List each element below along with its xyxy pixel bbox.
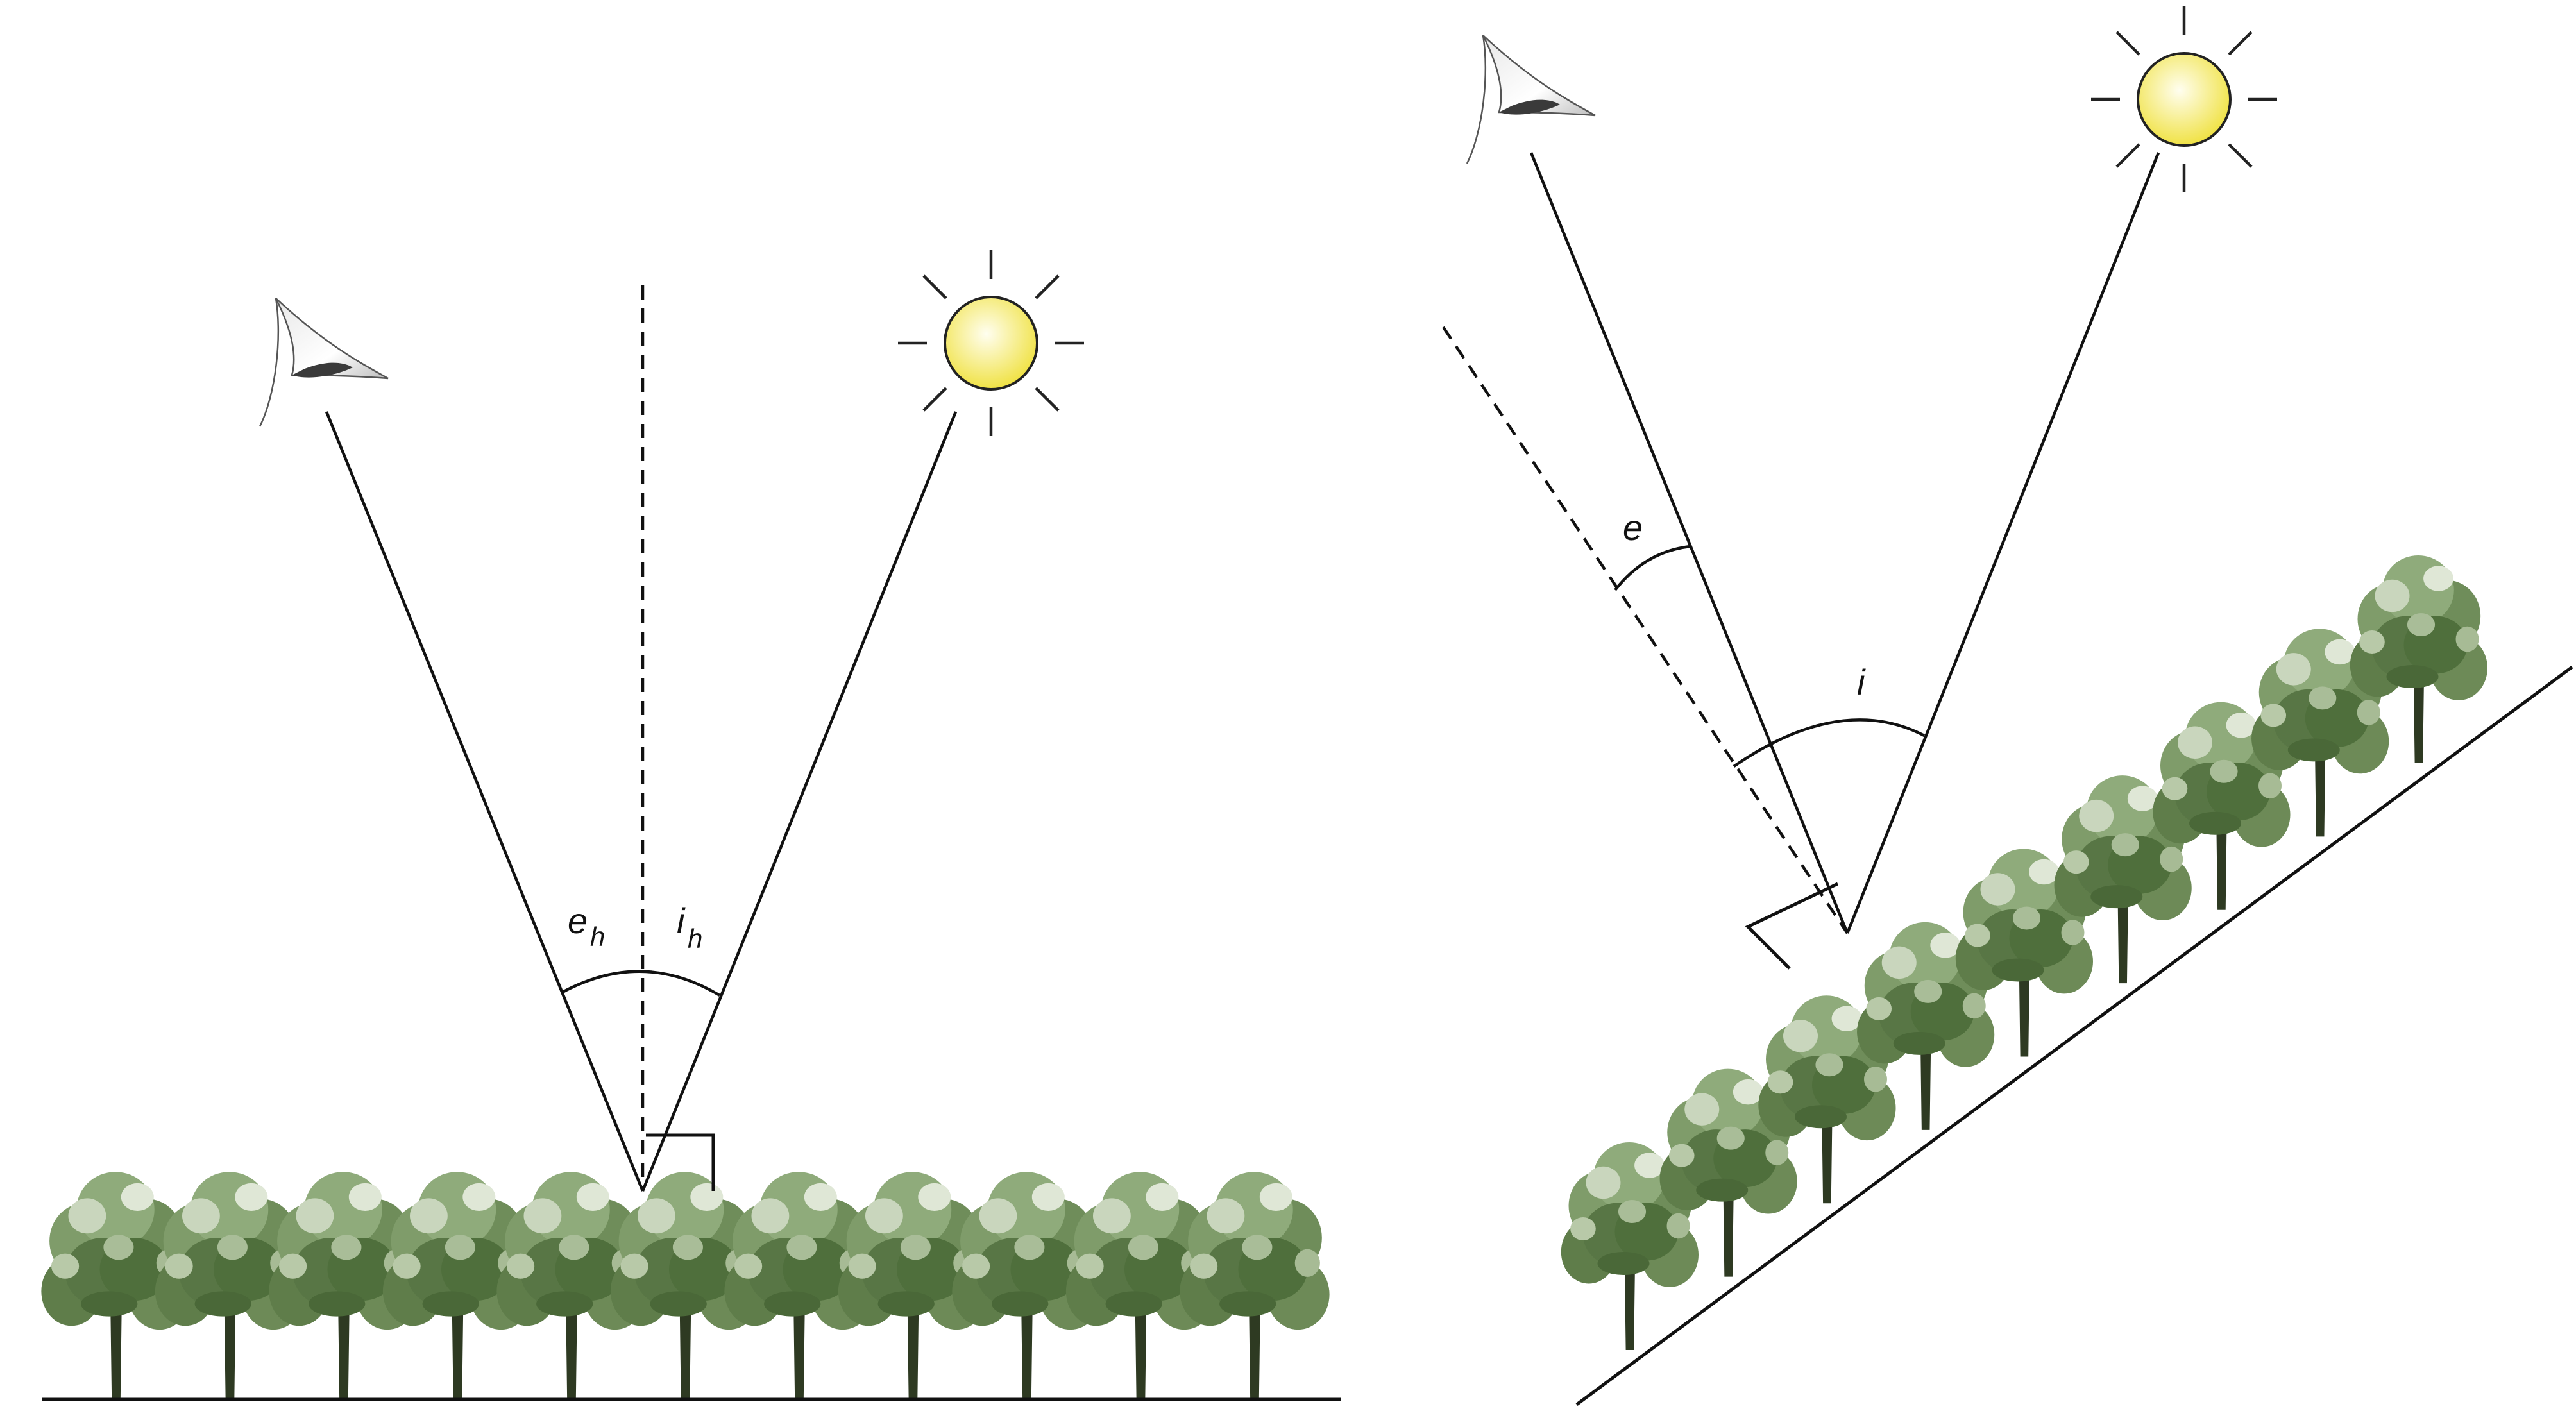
left-label-i: i <box>677 900 686 941</box>
left-view-ray <box>325 411 645 1192</box>
right-panel: e i <box>1442 6 2573 1406</box>
left-panel: e h i h <box>41 250 1341 1401</box>
left-sun-ray <box>641 411 958 1192</box>
right-label-i: i <box>1857 662 1866 702</box>
left-right-angle-marker <box>646 1133 715 1191</box>
right-normal-dashed-line <box>1442 326 1849 934</box>
right-angle-arc-e <box>1614 545 1691 591</box>
sun-icon <box>2091 6 2277 192</box>
left-label-e-sub: h <box>590 922 605 952</box>
sun-icon <box>898 250 1084 436</box>
left-angle-arc <box>561 970 721 997</box>
right-tree-row <box>1561 555 2487 1350</box>
eye-icon <box>258 297 389 428</box>
right-right-angle-marker <box>1745 882 1839 970</box>
right-label-e: e <box>1623 507 1643 548</box>
right-sun-ray <box>1845 152 2160 934</box>
right-view-ray <box>1529 152 1849 934</box>
tree-icon <box>1180 1172 1330 1398</box>
eye-icon <box>1466 34 1597 165</box>
left-label-i-sub: h <box>688 924 702 954</box>
right-angle-arc-i <box>1733 718 1926 768</box>
right-slope-ground-line <box>1575 665 2573 1406</box>
left-label-e: e <box>568 900 588 941</box>
left-tree-row <box>41 1172 1330 1398</box>
